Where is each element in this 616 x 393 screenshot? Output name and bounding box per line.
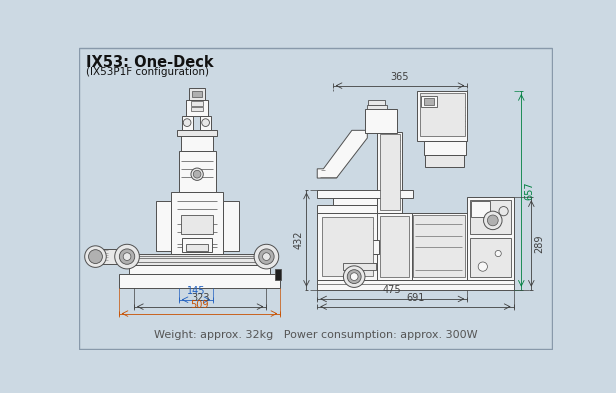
Circle shape: [487, 215, 498, 226]
Bar: [192, 91, 202, 97]
Bar: [181, 215, 213, 234]
Text: (IX53P1F configuration): (IX53P1F configuration): [86, 67, 209, 77]
Text: 657: 657: [524, 181, 534, 200]
Bar: [102, 249, 128, 264]
Text: 691: 691: [406, 293, 424, 303]
Bar: [342, 253, 378, 263]
Bar: [381, 216, 409, 277]
Bar: [171, 192, 224, 253]
Circle shape: [484, 211, 502, 230]
Bar: [182, 116, 193, 130]
Text: 432: 432: [293, 230, 304, 249]
Bar: [470, 238, 511, 277]
Bar: [156, 201, 171, 251]
Bar: [468, 197, 514, 280]
Bar: [134, 253, 267, 265]
Circle shape: [191, 168, 203, 180]
Bar: [365, 109, 397, 133]
Text: 145: 145: [187, 286, 205, 296]
Text: 365: 365: [391, 72, 409, 82]
Circle shape: [120, 249, 135, 264]
Bar: [119, 274, 280, 288]
Bar: [421, 95, 437, 107]
Circle shape: [115, 244, 139, 269]
Bar: [275, 269, 281, 280]
Bar: [187, 99, 208, 116]
Bar: [191, 107, 203, 111]
Bar: [419, 94, 465, 136]
Bar: [317, 205, 377, 213]
Circle shape: [262, 253, 270, 261]
Bar: [177, 130, 217, 136]
Bar: [181, 136, 213, 151]
Circle shape: [84, 246, 107, 267]
Bar: [344, 263, 376, 270]
Bar: [190, 88, 205, 99]
Polygon shape: [317, 130, 367, 178]
Bar: [470, 200, 511, 234]
Bar: [341, 240, 379, 253]
Bar: [377, 213, 412, 280]
Text: 289: 289: [535, 234, 545, 253]
Circle shape: [123, 253, 131, 261]
Bar: [187, 244, 208, 251]
Bar: [368, 99, 385, 105]
Bar: [333, 198, 377, 205]
Bar: [424, 141, 466, 155]
Bar: [367, 105, 387, 109]
Circle shape: [89, 250, 102, 264]
Text: IX53: One-Deck: IX53: One-Deck: [86, 55, 214, 70]
Circle shape: [254, 244, 279, 269]
Circle shape: [351, 273, 358, 281]
Bar: [182, 238, 212, 252]
Bar: [200, 116, 211, 130]
Bar: [317, 280, 514, 290]
Circle shape: [202, 119, 209, 127]
Bar: [425, 155, 464, 167]
Bar: [317, 213, 377, 280]
Bar: [224, 201, 239, 251]
Circle shape: [259, 249, 274, 264]
Bar: [379, 134, 400, 210]
Bar: [411, 213, 468, 280]
Bar: [413, 215, 465, 277]
Circle shape: [499, 207, 508, 216]
Bar: [179, 151, 216, 192]
Circle shape: [478, 262, 487, 271]
Bar: [191, 101, 203, 106]
Circle shape: [347, 270, 361, 284]
Bar: [322, 217, 373, 276]
Circle shape: [184, 119, 191, 127]
Circle shape: [495, 250, 501, 257]
Bar: [471, 201, 490, 217]
Polygon shape: [320, 205, 344, 213]
Text: 323: 323: [191, 293, 209, 303]
Circle shape: [193, 170, 201, 178]
Bar: [377, 132, 402, 213]
Text: Weight: approx. 32kg   Power consumption: approx. 300W: Weight: approx. 32kg Power consumption: …: [154, 330, 477, 340]
Bar: [317, 189, 413, 198]
Text: 475: 475: [383, 285, 402, 295]
Circle shape: [344, 266, 365, 287]
Text: 509: 509: [190, 300, 209, 310]
Bar: [424, 98, 434, 105]
Bar: [129, 265, 270, 274]
Bar: [418, 91, 468, 141]
